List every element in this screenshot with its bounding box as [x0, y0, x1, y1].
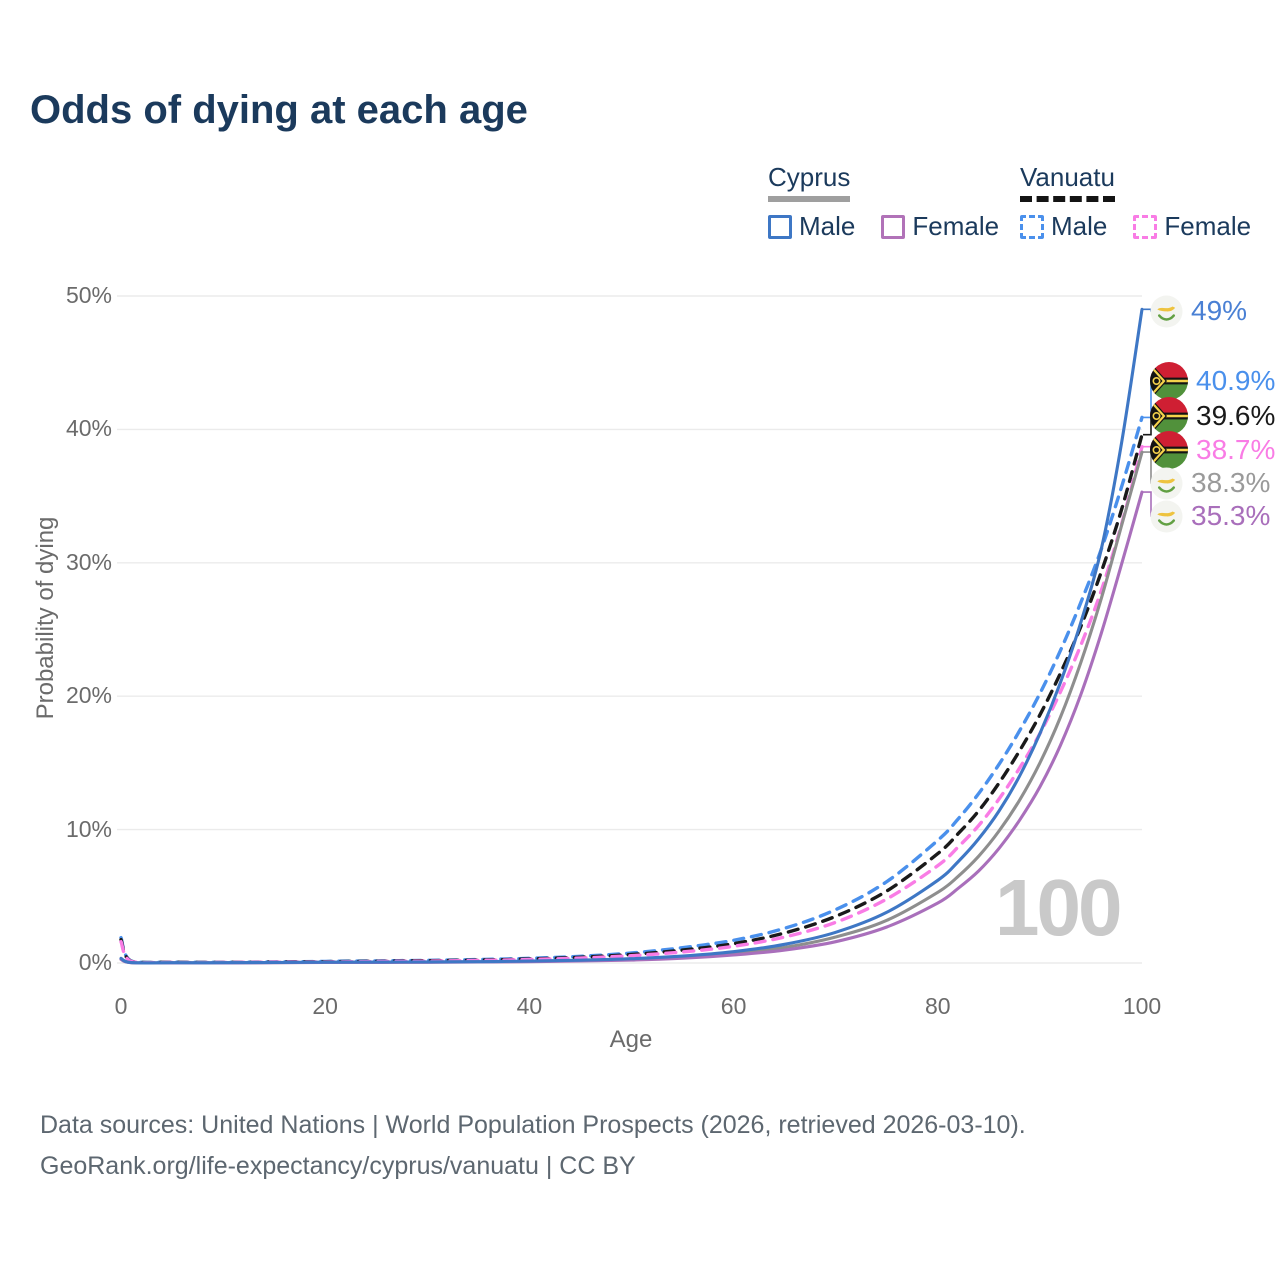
legend: Cyprus Male Female Vanuatu Male Female	[0, 162, 1280, 242]
vanuatu-male-swatch	[1020, 214, 1044, 239]
footer-sources: Data sources: United Nations | World Pop…	[40, 1111, 1026, 1139]
legend-country-vanuatu: Vanuatu	[1020, 162, 1115, 202]
end-label-353: 35.3%	[1150, 497, 1270, 535]
legend-country-cyprus: Cyprus	[768, 162, 851, 202]
end-label-value: 40.9%	[1196, 365, 1276, 396]
legend-label-vanuatu-male: Male	[1051, 211, 1108, 241]
end-label-387: 38.7%	[1150, 431, 1275, 469]
legend-item-vanuatu-female[interactable]: Female	[1133, 211, 1251, 242]
end-label-383: 38.3%	[1150, 464, 1270, 502]
y-tick-40%: 40%	[65, 415, 112, 442]
series-line-vanuatu-female[interactable]	[119, 445, 1144, 965]
footer: Data sources: United Nations | World Pop…	[40, 1105, 1026, 1187]
y-tick-0%: 0%	[78, 949, 112, 975]
vanuatu-flag-icon	[1150, 431, 1188, 469]
y-tick-10%: 10%	[65, 815, 112, 842]
x-tick-100: 100	[1122, 993, 1162, 1019]
vanuatu-flag-icon	[1150, 362, 1188, 400]
vanuatu-female-swatch	[1133, 214, 1158, 239]
legend-item-cyprus-female[interactable]: Female	[881, 211, 999, 242]
y-tick-20%: 20%	[65, 682, 112, 709]
x-tick-20: 20	[312, 993, 338, 1019]
legend-group-vanuatu: Vanuatu Male Female	[1020, 162, 1251, 242]
legend-item-cyprus-male[interactable]: Male	[768, 211, 855, 242]
cyprus-flag-icon	[1150, 466, 1183, 500]
end-label-value: 39.6%	[1196, 400, 1276, 431]
page-title: Odds of dying at each age	[30, 88, 528, 132]
cyprus-male-swatch	[768, 214, 792, 239]
end-label-value: 38.3%	[1191, 467, 1271, 498]
vanuatu-flag-icon	[1150, 397, 1188, 435]
y-tick-30%: 30%	[65, 548, 112, 575]
end-label-409: 40.9%	[1150, 362, 1275, 400]
end-label-396: 39.6%	[1150, 397, 1275, 435]
series-line-cyprus-male[interactable]	[119, 307, 1144, 965]
series-line-vanuatu-male[interactable]	[119, 415, 1144, 965]
y-tick-50%: 50%	[65, 282, 112, 308]
cyprus-female-swatch	[881, 214, 906, 239]
end-label-value: 49%	[1191, 295, 1248, 326]
x-tick-0: 0	[114, 993, 128, 1019]
legend-group-cyprus: Cyprus Male Female	[768, 162, 999, 242]
series-line-cyprus-both[interactable]	[119, 450, 1144, 965]
legend-label-cyprus-male: Male	[799, 211, 856, 241]
legend-label-vanuatu-female: Female	[1164, 211, 1252, 241]
end-label-49: 49%	[1150, 292, 1247, 330]
age-watermark: 100	[995, 863, 1122, 952]
end-label-value: 35.3%	[1191, 500, 1271, 531]
legend-label-cyprus-female: Female	[912, 211, 1000, 241]
footer-link[interactable]: GeoRank.org/life-expectancy/cyprus/vanua…	[40, 1152, 636, 1180]
x-tick-80: 80	[925, 993, 951, 1019]
cyprus-flag-icon	[1150, 499, 1183, 533]
y-axis-title: Probability of dying	[32, 516, 59, 720]
x-tick-40: 40	[516, 993, 543, 1019]
series-line-vanuatu-both[interactable]	[119, 433, 1144, 965]
x-axis-title: Age	[609, 1026, 653, 1053]
x-tick-60: 60	[720, 993, 747, 1019]
legend-item-vanuatu-male[interactable]: Male	[1020, 211, 1107, 242]
cyprus-flag-icon	[1150, 294, 1183, 328]
end-label-value: 38.7%	[1196, 434, 1276, 465]
